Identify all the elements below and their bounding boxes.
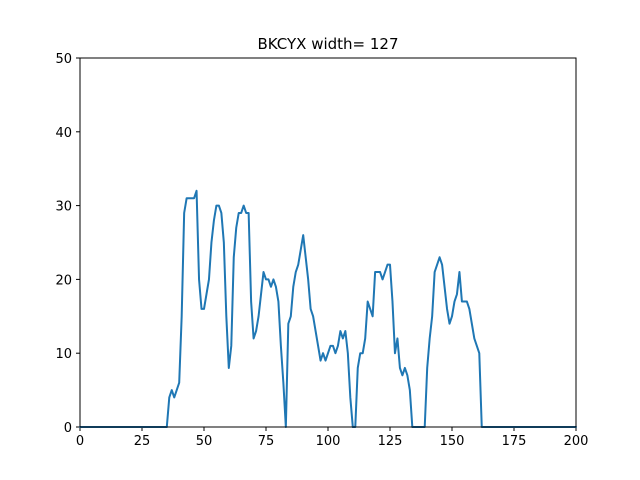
x-axis: 0 25 50 75 100 125 150 175 200 (76, 427, 589, 449)
x-tick-label: 75 (258, 434, 275, 449)
plot-frame (79, 57, 577, 428)
y-tick-label: 30 (55, 200, 72, 215)
y-tick-label: 50 (55, 52, 72, 67)
x-tick-label: 25 (134, 434, 151, 449)
x-tick-label: 0 (76, 434, 84, 449)
x-tick-label: 50 (196, 434, 213, 449)
x-tick-label: 100 (316, 434, 341, 449)
chart-title: BKCYX width= 127 (257, 35, 398, 53)
y-axis: 0 10 20 30 40 50 (55, 52, 80, 436)
series-line (79, 189, 577, 428)
x-tick-label: 200 (564, 434, 589, 449)
x-tick-label: 125 (378, 434, 403, 449)
y-tick-label: 40 (55, 126, 72, 141)
y-tick-label: 20 (55, 273, 72, 288)
y-tick-label: 0 (64, 421, 72, 436)
y-tick-label: 10 (55, 347, 72, 362)
x-tick-label: 150 (440, 434, 465, 449)
x-tick-label: 175 (502, 434, 527, 449)
